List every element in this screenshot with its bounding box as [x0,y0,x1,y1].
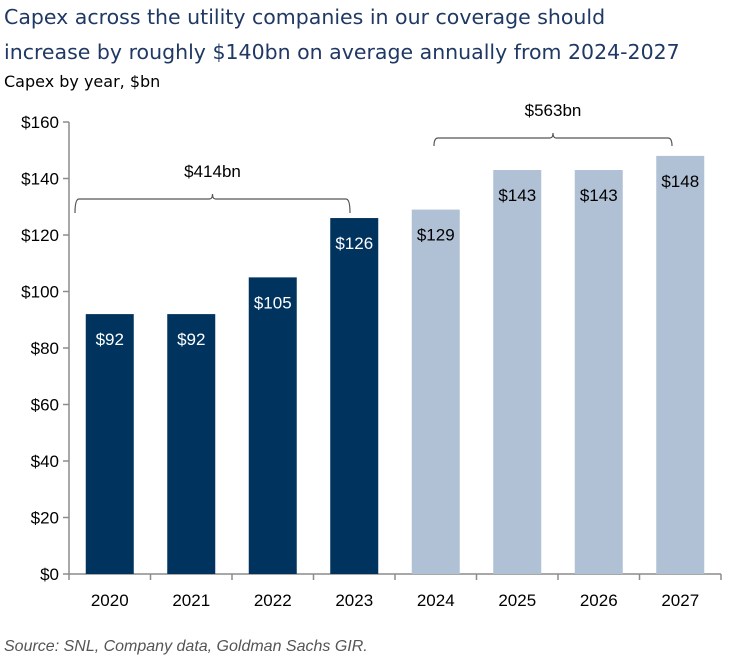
x-tick-label: 2021 [172,591,210,610]
source-note: Source: SNL, Company data, Goldman Sachs… [4,638,368,655]
x-tick-label: 2026 [580,591,618,610]
bar-value-label: $143 [580,186,618,205]
bar-value-label: $92 [96,330,124,349]
bar-value-label: $143 [498,186,536,205]
bar-value-label: $126 [335,234,373,253]
bar-2026 [574,170,623,574]
bar-value-label: $105 [254,293,292,312]
bar-value-label: $92 [177,330,205,349]
x-tick-label: 2020 [91,591,129,610]
bar-2022 [248,277,297,574]
x-tick-label: 2025 [498,591,536,610]
y-tick-label: $20 [31,509,59,528]
x-tick-label: 2024 [417,591,455,610]
bracket-label: $563bn [525,101,582,120]
y-tick-label: $100 [21,283,59,302]
x-tick-label: 2023 [335,591,373,610]
bar-value-label: $148 [661,172,699,191]
bar-2020 [85,314,134,574]
y-tick-label: $120 [21,226,59,245]
x-tick-label: 2022 [254,591,292,610]
chart-subtitle: Capex by year, $bn [4,72,161,91]
bracket-2020-2023 [74,193,351,214]
bar-2025 [493,170,542,574]
bar-2021 [167,314,216,574]
bar-2023 [330,218,379,575]
y-tick-label: $40 [31,452,59,471]
bar-2027 [656,155,705,574]
y-tick-label: $160 [21,113,59,132]
bracket-2024-2027 [433,132,673,147]
y-tick-label: $140 [21,170,59,189]
y-tick-label: $60 [31,396,59,415]
y-tick-label: $0 [40,565,59,584]
chart-title: Capex across the utility companies in ou… [4,0,680,70]
bar-value-label: $129 [417,226,455,245]
y-tick-label: $80 [31,339,59,358]
title-line-2: increase by roughly $140bn on average an… [4,40,680,64]
bracket-label: $414bn [184,162,241,181]
bar-2024 [411,209,460,574]
x-tick-label: 2027 [661,591,699,610]
title-line-1: Capex across the utility companies in ou… [4,5,606,29]
